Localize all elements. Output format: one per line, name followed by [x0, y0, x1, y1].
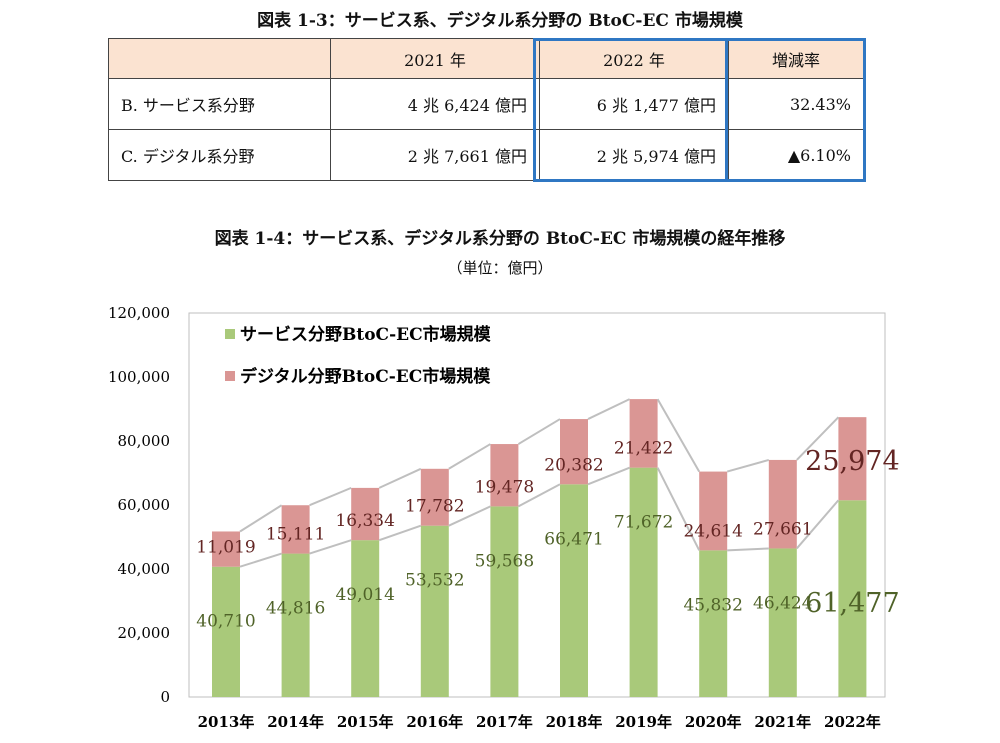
table-header-row: 2021 年 2022 年 増減率: [108, 38, 864, 79]
data-label-service: 53,532: [405, 571, 464, 591]
bar-service: [281, 553, 310, 697]
row-label: B. サービス系分野: [108, 78, 331, 130]
legend-label: サービス分野BtoC-EC市場規模: [240, 324, 492, 345]
y-tick-label: 120,000: [108, 304, 170, 322]
x-tick-label: 2020年: [685, 713, 742, 731]
row-label: C. デジタル系分野: [108, 129, 331, 181]
bar-service: [699, 550, 728, 697]
table-title: 図表 1-3：サービス系、デジタル系分野の BtoC-EC 市場規模: [257, 11, 743, 31]
x-tick-label: 2018年: [546, 713, 603, 731]
data-label-digital: 27,661: [753, 519, 812, 539]
chart-subtitle: （単位：億円）: [447, 259, 553, 277]
data-label-digital: 24,614: [683, 521, 742, 541]
legend-swatch: [225, 371, 235, 381]
y-tick-label: 80,000: [118, 432, 171, 450]
x-tick-label: 2019年: [615, 713, 672, 731]
chart-title: 図表 1-4：サービス系、デジタル系分野の BtoC-EC 市場規模の経年推移: [214, 229, 786, 249]
plot-area: [188, 312, 886, 698]
x-tick-label: 2015年: [337, 713, 394, 731]
data-label-digital: 16,334: [335, 511, 394, 531]
data-label-digital: 20,382: [544, 455, 603, 475]
data-label-digital: 15,111: [266, 525, 325, 545]
bar-service: [490, 506, 519, 697]
cell-change: ▲6.10%: [728, 129, 864, 181]
data-label-service: 46,424: [753, 593, 812, 613]
table-row-digital: C. デジタル系分野 2 兆 7,661 億円 2 兆 5,974 億円 ▲6.…: [108, 129, 864, 181]
data-label-digital: 25,974: [805, 446, 899, 477]
bar-digital: [420, 468, 449, 526]
data-label-digital: 19,478: [475, 477, 534, 497]
cell-2021: 4 兆 6,424 億円: [330, 78, 540, 130]
data-label-service: 71,672: [614, 513, 673, 533]
bar-digital: [212, 531, 240, 567]
cell-change: 32.43%: [728, 78, 864, 130]
legend-swatch: [225, 329, 235, 339]
data-label-digital: 17,782: [405, 497, 464, 517]
cell-2022: 6 兆 1,477 億円: [539, 78, 729, 130]
bar-digital: [281, 505, 310, 554]
x-tick-label: 2017年: [476, 713, 533, 731]
x-tick-label: 2013年: [198, 713, 255, 731]
data-label-service: 40,710: [196, 612, 255, 632]
data-label-service: 61,477: [805, 588, 899, 619]
cell-2021: 2 兆 7,661 億円: [330, 129, 540, 181]
bar-digital: [560, 419, 588, 485]
bar-digital: [351, 487, 380, 541]
y-tick-label: 60,000: [118, 496, 171, 514]
bar-digital: [838, 417, 867, 501]
data-label-digital: 21,422: [614, 439, 673, 459]
data-label-digital: 11,019: [196, 538, 255, 558]
bar-digital: [699, 471, 728, 551]
y-tick-label: 100,000: [108, 368, 170, 386]
bar-digital: [768, 459, 797, 549]
bar-service: [838, 500, 867, 697]
x-tick-label: 2022年: [824, 713, 881, 731]
cell-2022: 2 兆 5,974 億円: [539, 129, 729, 181]
x-tick-label: 2016年: [406, 713, 463, 731]
x-tick-label: 2014年: [267, 713, 324, 731]
data-label-service: 66,471: [544, 529, 603, 549]
bar-service: [560, 484, 588, 697]
bar-service: [420, 525, 449, 697]
y-tick-label: 40,000: [118, 560, 171, 578]
service-connector-line: [239, 466, 840, 568]
bar-digital: [629, 399, 658, 468]
data-label-service: 44,816: [266, 599, 325, 619]
y-tick-label: 20,000: [118, 624, 171, 642]
data-label-service: 49,014: [335, 585, 394, 605]
data-label-service: 59,568: [475, 551, 534, 571]
bar-service: [351, 540, 380, 697]
bar-service: [629, 467, 658, 697]
table-row-service: B. サービス系分野 4 兆 6,424 億円 6 兆 1,477 億円 32.…: [108, 78, 864, 130]
total-connector-line: [239, 398, 840, 533]
bar-digital: [490, 444, 519, 507]
x-tick-label: 2021年: [754, 713, 811, 731]
bar-service: [212, 566, 240, 697]
y-tick-label: 0: [160, 688, 170, 706]
legend-label: デジタル分野BtoC-EC市場規模: [240, 366, 491, 387]
data-label-service: 45,832: [683, 595, 742, 615]
market-size-table: 2021 年 2022 年 増減率 B. サービス系分野 4 兆 6,424 億…: [108, 38, 864, 181]
bar-service: [768, 548, 797, 697]
